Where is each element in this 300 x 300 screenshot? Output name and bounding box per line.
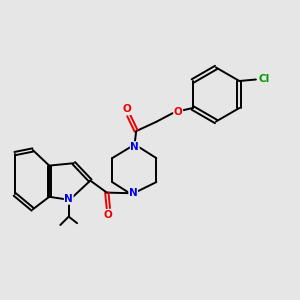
Text: N: N	[130, 142, 139, 152]
Text: O: O	[123, 104, 132, 115]
Text: N: N	[129, 188, 138, 198]
Text: N: N	[64, 194, 73, 204]
Text: Cl: Cl	[259, 74, 270, 85]
Text: O: O	[104, 210, 113, 220]
Text: O: O	[174, 106, 183, 117]
